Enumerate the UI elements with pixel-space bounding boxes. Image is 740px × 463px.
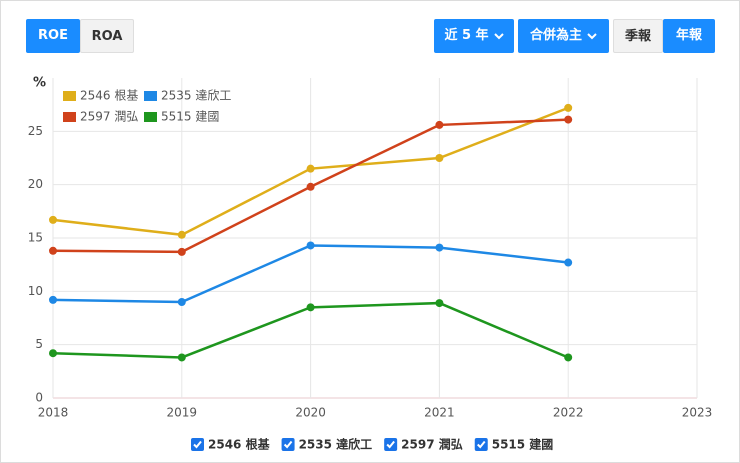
legend-swatch	[144, 112, 157, 122]
data-point	[49, 295, 57, 304]
legend-checkbox[interactable]: 2535 達欣工	[281, 437, 373, 452]
data-point	[49, 246, 57, 255]
data-point	[564, 103, 573, 112]
legend-checkbox[interactable]: 5515 建國	[474, 437, 554, 452]
legend-checkbox[interactable]: 2546 根基	[191, 437, 271, 452]
x-tick-label: 2019	[167, 406, 198, 420]
period-text: 近 5 年	[444, 28, 489, 43]
x-tick-label: 2018	[38, 406, 69, 420]
data-point	[177, 230, 186, 239]
y-tick-label: 25	[28, 124, 43, 138]
checkmark	[193, 440, 202, 449]
x-tick-label: 2021	[424, 406, 455, 420]
consolidation-dropdown[interactable]: 合併為主	[518, 19, 609, 53]
x-tick-label: 2020	[295, 406, 326, 420]
y-tick-label: 10	[28, 284, 43, 298]
chevron-icon	[493, 32, 504, 39]
legend-label: 5515 建國	[161, 110, 219, 124]
legend-item: 2546 根基	[63, 89, 138, 103]
y-tick-label: 20	[28, 177, 43, 191]
data-point	[306, 241, 315, 250]
legend-item: 5515 建國	[144, 110, 219, 124]
y-axis-label: %	[33, 76, 46, 91]
data-point	[49, 215, 57, 224]
data-point	[564, 258, 573, 267]
data-point	[177, 298, 186, 306]
x-tick-label: 2022	[553, 406, 584, 420]
checkbox-label: 2597 潤弘	[401, 437, 463, 452]
data-point	[49, 349, 57, 358]
x-tick-label: 2023	[682, 406, 713, 420]
legend-label: 2597 潤弘	[80, 110, 138, 124]
period-dropdown[interactable]: 近 5 年	[434, 19, 514, 53]
y-tick-label: 0	[35, 391, 43, 405]
legend-swatch	[144, 91, 157, 101]
data-point	[435, 120, 444, 129]
legend-item: 2597 潤弘	[63, 110, 138, 124]
tab-button[interactable]: ROA	[80, 19, 134, 53]
checkmark	[477, 440, 486, 449]
legend-item: 2535 達欣工	[144, 89, 231, 103]
y-tick-label: 5	[35, 337, 43, 351]
checkbox-label: 2535 達欣工	[299, 437, 373, 452]
chevron-icon	[587, 32, 597, 39]
data-point	[564, 115, 573, 124]
legend-label: 2535 達欣工	[161, 89, 231, 103]
data-point	[306, 164, 315, 173]
legend-swatch	[63, 112, 76, 122]
data-point	[177, 247, 186, 256]
report-button[interactable]: 季報	[613, 19, 663, 53]
report-button[interactable]: 年報	[663, 19, 715, 53]
data-point	[435, 299, 444, 308]
tab-button[interactable]: ROE	[26, 19, 80, 53]
data-point	[564, 353, 573, 362]
consolidation-text: 合併為主	[529, 28, 582, 43]
data-point	[435, 154, 444, 162]
y-tick-label: 15	[28, 231, 43, 245]
data-point	[306, 303, 315, 312]
checkmark	[283, 440, 293, 449]
data-point	[306, 182, 315, 191]
legend-label: 2546 根基	[80, 89, 138, 103]
data-point	[435, 243, 444, 252]
legend-checkbox[interactable]: 2597 潤弘	[384, 437, 463, 452]
checkmark	[386, 440, 395, 449]
data-point	[177, 353, 186, 362]
legend-swatch	[63, 91, 76, 101]
checkbox-label: 5515 建國	[492, 437, 554, 452]
checkbox-label: 2546 根基	[208, 437, 271, 452]
